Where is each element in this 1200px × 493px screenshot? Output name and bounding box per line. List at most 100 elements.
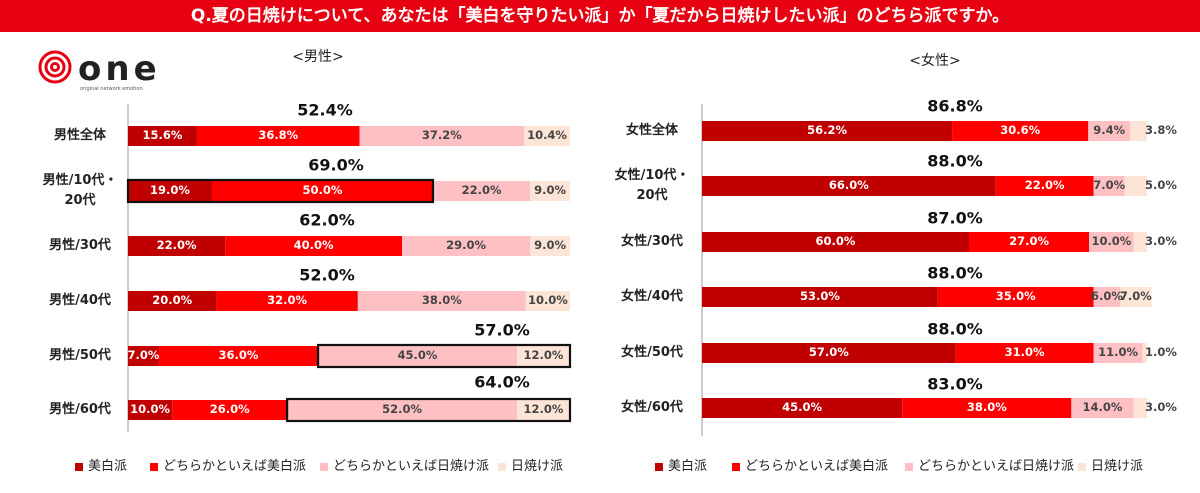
legend-swatch bbox=[75, 463, 83, 471]
highlight-box bbox=[286, 397, 572, 423]
bar-segment bbox=[359, 126, 525, 146]
category-label: 男性/40代 bbox=[49, 292, 111, 308]
bar-segment bbox=[1093, 343, 1143, 363]
bar-segment bbox=[1089, 232, 1134, 252]
legend-swatch bbox=[732, 463, 740, 471]
legend-label: 美白派 bbox=[668, 458, 708, 474]
value-label: 45.0% bbox=[397, 348, 438, 363]
highlight-box bbox=[316, 343, 572, 369]
bar-segment bbox=[1142, 343, 1147, 363]
value-label: 57.0% bbox=[808, 345, 849, 360]
bar-segment bbox=[128, 400, 173, 420]
value-label: 9.0% bbox=[534, 238, 567, 253]
legend-label: 日焼け派 bbox=[1091, 458, 1144, 474]
value-label: 19.0% bbox=[150, 183, 190, 198]
bar-segment bbox=[937, 287, 1094, 307]
value-label: 45.0% bbox=[782, 400, 823, 415]
highlight-box bbox=[126, 178, 435, 204]
value-label: 10.4% bbox=[527, 128, 567, 143]
value-label: 60.0% bbox=[815, 234, 856, 249]
bar-segment bbox=[702, 398, 903, 418]
value-label: 10.0% bbox=[527, 293, 568, 308]
bar-segment bbox=[955, 343, 1094, 363]
bar-segment bbox=[1130, 121, 1147, 141]
value-label: 36.0% bbox=[218, 348, 259, 363]
total-annotation: 83.0% bbox=[927, 374, 983, 394]
bar-segment bbox=[1088, 121, 1131, 141]
bar-segment bbox=[1071, 398, 1134, 418]
value-label: 38.0% bbox=[966, 400, 1007, 415]
bar-segment bbox=[702, 343, 956, 363]
header-bar bbox=[0, 0, 1200, 32]
value-label: 6.0% bbox=[1090, 289, 1123, 304]
legend-swatch bbox=[655, 463, 663, 471]
legend-label: 日焼け派 bbox=[511, 458, 564, 474]
bar-segment bbox=[318, 346, 517, 366]
legend-label: どちらかといえば美白派 bbox=[163, 458, 307, 474]
legend-label: 美白派 bbox=[88, 458, 128, 474]
legend-swatch bbox=[905, 463, 913, 471]
bar-segment bbox=[128, 236, 226, 256]
bar-segment bbox=[1120, 287, 1152, 307]
category-label: 女性/50代 bbox=[621, 344, 683, 360]
value-label: 30.6% bbox=[1000, 123, 1041, 138]
legend-label: どちらかといえば美白派 bbox=[745, 458, 889, 474]
bar-segment bbox=[702, 176, 996, 196]
total-annotation: 52.4% bbox=[297, 100, 353, 120]
value-label: 26.0% bbox=[209, 402, 250, 417]
legend-swatch bbox=[320, 463, 328, 471]
value-label: 3.0% bbox=[1145, 400, 1177, 415]
category-label: 男性/50代 bbox=[49, 347, 111, 363]
value-label: 27.0% bbox=[1009, 234, 1050, 249]
bar-segment bbox=[525, 291, 570, 311]
value-label: 37.2% bbox=[421, 128, 462, 143]
bar-segment bbox=[158, 346, 319, 366]
value-label: 38.0% bbox=[421, 293, 462, 308]
value-label: 53.0% bbox=[799, 289, 840, 304]
value-label: 12.0% bbox=[523, 402, 564, 417]
header-title: Q.夏の日焼けについて、あなたは「美白を守りたい派」か「夏だから日焼けしたい派」… bbox=[190, 5, 1010, 26]
bar-segment bbox=[128, 181, 212, 201]
value-label: 35.0% bbox=[995, 289, 1036, 304]
legend-label: どちらかといえば日焼け派 bbox=[918, 458, 1075, 474]
total-annotation: 88.0% bbox=[927, 319, 983, 339]
value-label: 29.0% bbox=[446, 238, 487, 253]
total-annotation: 64.0% bbox=[474, 372, 530, 392]
value-label: 3.0% bbox=[1145, 234, 1177, 249]
bar-segment bbox=[702, 121, 953, 141]
value-label: 10.0% bbox=[130, 402, 171, 417]
logo-mark bbox=[38, 50, 72, 84]
bar-segment bbox=[287, 400, 517, 420]
value-label: 7.0% bbox=[1093, 178, 1126, 193]
legend-swatch bbox=[150, 463, 158, 471]
total-annotation: 52.0% bbox=[299, 265, 355, 285]
value-label: 36.8% bbox=[258, 128, 299, 143]
total-annotation: 88.0% bbox=[927, 151, 983, 171]
bar-segment bbox=[172, 400, 288, 420]
logo-tagline: original network emotion bbox=[80, 86, 143, 92]
bar-segment bbox=[902, 398, 1072, 418]
total-annotation: 69.0% bbox=[308, 155, 364, 175]
value-label: 50.0% bbox=[302, 183, 343, 198]
value-label: 9.0% bbox=[534, 183, 567, 198]
value-label: 10.0% bbox=[1091, 234, 1132, 249]
value-label: 14.0% bbox=[1082, 400, 1123, 415]
value-label: 22.0% bbox=[461, 183, 502, 198]
value-label: 32.0% bbox=[267, 293, 308, 308]
value-label: 20.0% bbox=[152, 293, 193, 308]
category-label: 男性全体 bbox=[53, 127, 107, 143]
bar-segment bbox=[1124, 176, 1147, 196]
bar-segment bbox=[357, 291, 526, 311]
legend-swatch bbox=[498, 463, 506, 471]
total-annotation: 87.0% bbox=[927, 208, 983, 228]
bar-segment bbox=[432, 181, 531, 201]
value-label: 3.8% bbox=[1145, 123, 1177, 138]
chart-title: <男性> bbox=[292, 49, 344, 66]
bar-segment bbox=[995, 176, 1094, 196]
category-label: 女性/40代 bbox=[621, 288, 683, 304]
value-label: 22.0% bbox=[156, 238, 197, 253]
category-label: 男性/30代 bbox=[49, 237, 111, 253]
bar-segment bbox=[524, 126, 570, 146]
